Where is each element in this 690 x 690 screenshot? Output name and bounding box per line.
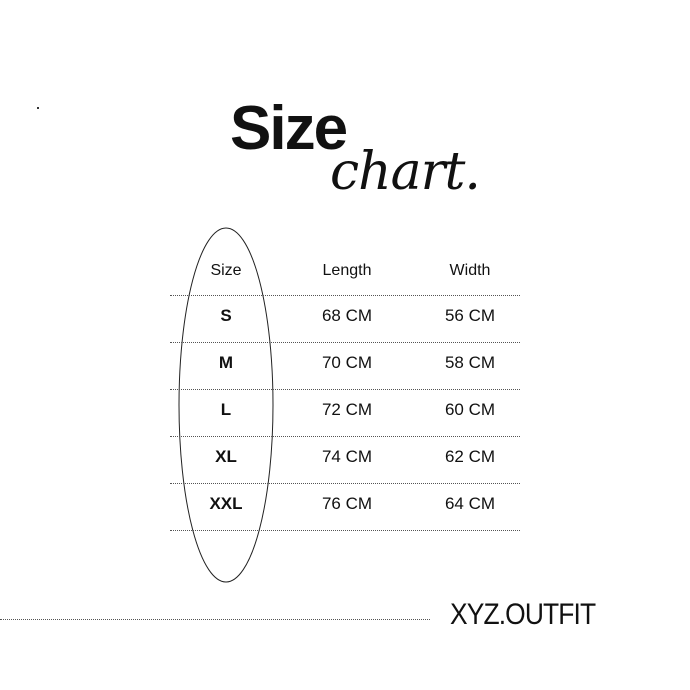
cell-width: 56 CM: [444, 306, 496, 325]
cell-size: L: [220, 400, 232, 419]
cell-width: 62 CM: [444, 447, 496, 466]
header-size: Size: [210, 262, 242, 279]
row-divider: [170, 483, 520, 484]
brand-name: XYZ.OUTFIT: [450, 598, 596, 631]
title-sub: chart.: [330, 142, 481, 202]
header-length: Length: [322, 262, 372, 279]
speck: [37, 107, 39, 109]
cell-size: XXL: [209, 494, 243, 513]
row-divider: [170, 530, 520, 531]
cell-width: 58 CM: [444, 353, 496, 372]
title-main: Size: [230, 94, 348, 163]
cell-length: 68 CM: [321, 306, 373, 325]
row-divider: [170, 295, 520, 296]
cell-size: S: [220, 306, 232, 325]
row-divider: [170, 436, 520, 437]
cell-length: 72 CM: [321, 400, 373, 419]
footer-divider: [0, 619, 430, 620]
row-divider: [170, 342, 520, 343]
cell-width: 64 CM: [444, 494, 496, 513]
cell-length: 74 CM: [321, 447, 373, 466]
header-width: Width: [449, 262, 491, 279]
cell-width: 60 CM: [444, 400, 496, 419]
cell-size: M: [218, 353, 234, 372]
row-divider: [170, 389, 520, 390]
cell-size: XL: [215, 447, 237, 466]
cell-length: 76 CM: [321, 494, 373, 513]
cell-length: 70 CM: [321, 353, 373, 372]
